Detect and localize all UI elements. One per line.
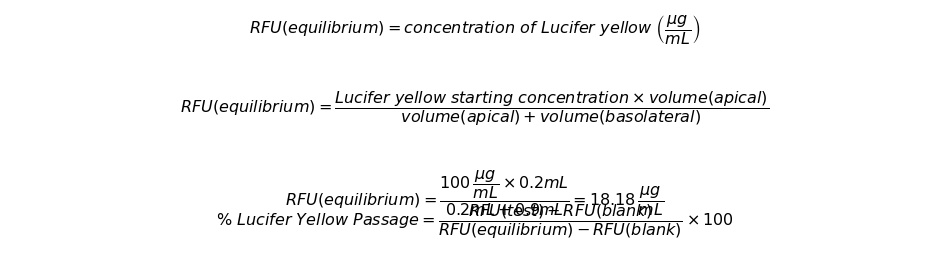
Text: $\mathit{RFU(equilibrium) = \dfrac{Lucifer\ yellow\ starting\ concentration \tim: $\mathit{RFU(equilibrium) = \dfrac{Lucif… (180, 89, 770, 128)
Text: $\mathit{\%\ Lucifer\ Yellow\ Passage = \dfrac{RFU(test) - RFU(blank)}{RFU(equil: $\mathit{\%\ Lucifer\ Yellow\ Passage = … (216, 202, 734, 241)
Text: $\mathit{RFU(equilibrium) = concentration\ of\ Lucifer\ yellow\ \left(\dfrac{\mu: $\mathit{RFU(equilibrium) = concentratio… (249, 13, 701, 46)
Text: $\mathit{RFU(equilibrium) = \dfrac{100\,\dfrac{\mu g}{mL} \times 0.2mL}{0.2mL + : $\mathit{RFU(equilibrium) = \dfrac{100\,… (285, 168, 665, 218)
